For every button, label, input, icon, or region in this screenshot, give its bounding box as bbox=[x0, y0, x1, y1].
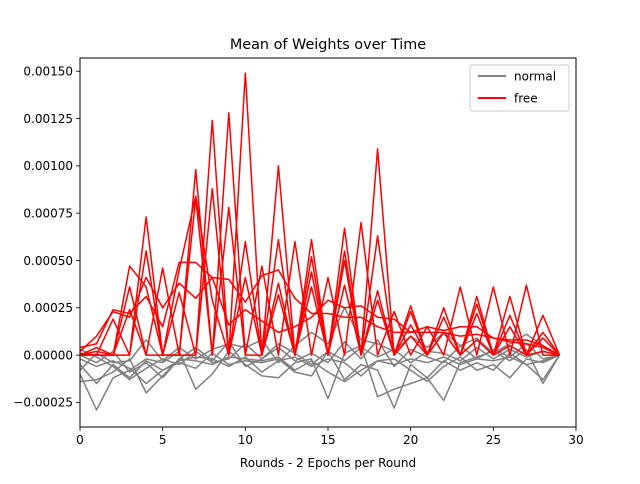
y-tick-label: 0.00100 bbox=[23, 159, 73, 173]
legend-label-free: free bbox=[514, 92, 538, 106]
series-line-normal-2 bbox=[80, 350, 561, 409]
y-axis-ticks: −0.00025 0.00000 0.00025 0.00050 0.00075 0.00… bbox=[13, 65, 80, 410]
series-line-normal-7 bbox=[80, 341, 560, 379]
series-line-free-5 bbox=[80, 72, 561, 356]
x-tick-label: 10 bbox=[238, 433, 253, 447]
series-layer bbox=[80, 72, 561, 411]
y-tick-label: 0.00025 bbox=[23, 301, 73, 315]
x-axis-ticks: 0 5 10 15 20 25 30 bbox=[76, 427, 584, 447]
y-tick-label: 0.00000 bbox=[23, 348, 73, 362]
x-axis-label: Rounds - 2 Epochs per Round bbox=[240, 456, 416, 470]
plot-area bbox=[80, 72, 561, 411]
y-tick-label: 0.00050 bbox=[23, 254, 73, 268]
y-tick-label: −0.00025 bbox=[13, 396, 73, 410]
y-tick-label: 0.00075 bbox=[23, 206, 73, 220]
x-tick-label: 30 bbox=[568, 433, 583, 447]
legend-label-normal: normal bbox=[514, 70, 556, 84]
x-tick-label: 25 bbox=[486, 433, 501, 447]
series-line-free-7 bbox=[80, 187, 561, 356]
legend: normal free bbox=[469, 64, 570, 112]
y-tick-label: 0.00125 bbox=[23, 112, 73, 126]
x-tick-label: 15 bbox=[320, 433, 335, 447]
x-tick-label: 0 bbox=[76, 433, 84, 447]
series-line-free-6 bbox=[80, 197, 561, 356]
y-tick-label: 0.00150 bbox=[23, 65, 73, 79]
series-line-normal-3 bbox=[80, 354, 560, 394]
chart-title: Mean of Weights over Time bbox=[230, 37, 426, 53]
series-line-normal-4 bbox=[80, 354, 560, 385]
x-tick-label: 20 bbox=[403, 433, 418, 447]
x-tick-label: 5 bbox=[159, 433, 167, 447]
series-line-normal-1 bbox=[80, 344, 561, 411]
